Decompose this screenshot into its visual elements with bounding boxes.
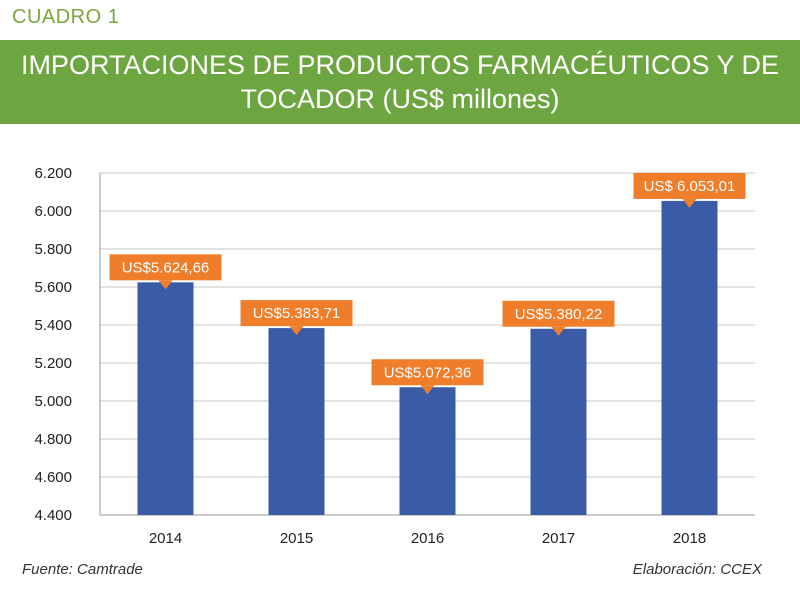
y-tick-label: 4.800 <box>34 431 72 448</box>
y-tick-label: 4.400 <box>34 507 72 524</box>
y-tick-label: 5.000 <box>34 393 72 410</box>
chart-title-line-2: TOCADOR (US$ millones) <box>240 84 560 114</box>
bar-chart: 4.400 4.600 4.800 5.000 5.200 5.400 5.600 5.800… <box>34 165 755 547</box>
data-label-pointer <box>551 326 566 336</box>
y-tick-label: 5.200 <box>34 355 72 372</box>
y-tick-label: 6.000 <box>34 203 72 220</box>
chart-kicker: CUADRO 1 <box>12 6 120 28</box>
data-label: US$5.383,71 <box>253 305 341 322</box>
data-label-box <box>240 300 353 327</box>
bar <box>137 282 194 515</box>
data-label-pointer <box>158 280 173 290</box>
data-label-pointer <box>420 385 435 395</box>
x-tick-label: 2017 <box>542 530 575 547</box>
data-label: US$5.072,36 <box>384 364 472 381</box>
y-tick-label: 5.600 <box>34 279 72 296</box>
data-label-box <box>371 359 484 386</box>
bar <box>399 387 456 515</box>
title-banner: IMPORTACIONES DE PRODUCTOS FARMACÉUTICOS… <box>0 40 800 124</box>
data-label: US$5.624,66 <box>122 259 210 276</box>
x-tick-label: 2018 <box>673 530 706 547</box>
data-label-box <box>502 300 615 327</box>
x-tick-label: 2016 <box>411 530 444 547</box>
credit-note: Elaboración: CCEX <box>632 561 762 578</box>
data-label-pointer <box>289 326 304 336</box>
bar <box>530 328 587 515</box>
source-note: Fuente: Camtrade <box>22 561 143 578</box>
bar <box>661 200 718 515</box>
data-label-box <box>633 172 746 199</box>
data-label: US$ 6.053,01 <box>644 178 736 195</box>
data-label-box <box>109 254 222 281</box>
bar <box>268 328 325 515</box>
data-label: US$5.380,22 <box>515 306 603 323</box>
chart-title-line-1: IMPORTACIONES DE PRODUCTOS FARMACÉUTICOS… <box>20 50 780 80</box>
y-tick-label: 4.600 <box>34 469 72 486</box>
x-tick-label: 2015 <box>280 530 313 547</box>
x-tick-label: 2014 <box>149 530 182 547</box>
data-label-pointer <box>682 198 697 208</box>
y-tick-label: 6.200 <box>34 165 72 182</box>
y-tick-label: 5.400 <box>34 317 72 334</box>
y-tick-label: 5.800 <box>34 241 72 258</box>
